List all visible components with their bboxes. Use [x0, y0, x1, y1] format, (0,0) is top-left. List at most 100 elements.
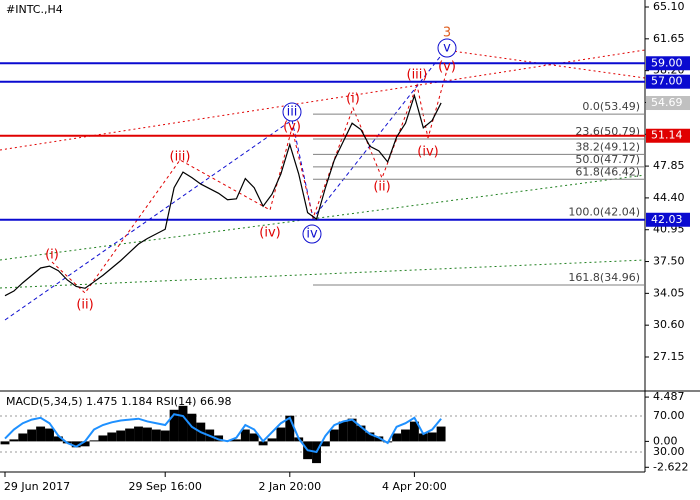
macd-bar — [178, 405, 188, 442]
macd-bar — [71, 441, 81, 448]
macd-bar — [258, 441, 268, 446]
wave-label: v — [443, 41, 451, 56]
macd-bar — [374, 436, 384, 442]
macd-bar — [89, 440, 99, 442]
macd-bar — [267, 438, 277, 442]
level-label: 59.00 — [651, 56, 683, 69]
macd-bar — [329, 429, 339, 442]
y-tick-label: 30.60 — [653, 318, 685, 331]
wave-label: (ii) — [373, 180, 390, 195]
wave-label: (v) — [438, 60, 456, 75]
wave-circle — [282, 102, 302, 122]
trend-line — [0, 49, 646, 151]
wave-label: (i) — [45, 248, 59, 263]
y-tick-label: 61.65 — [653, 32, 685, 45]
level-label: 42.03 — [651, 213, 683, 226]
macd-bar — [80, 441, 90, 447]
x-tick-label: 29 Sep 16:00 — [128, 480, 201, 493]
macd-bar — [338, 421, 348, 442]
price-tag — [646, 96, 690, 111]
y2-tick-label: 70.00 — [653, 409, 685, 422]
macd-bar — [142, 427, 152, 442]
macd-bar — [347, 418, 357, 442]
fib-label: 0.0(53.49) — [582, 100, 640, 113]
macd-bar — [125, 428, 135, 442]
macd-bar — [169, 409, 179, 442]
macd-bar — [436, 426, 446, 442]
level-label: 51.14 — [651, 129, 683, 142]
trend-line — [0, 174, 646, 261]
wave-label: 3 — [443, 26, 451, 41]
macd-bar — [134, 426, 143, 442]
level-tag — [646, 56, 690, 71]
fib-label: 50.0(47.77) — [575, 153, 640, 166]
macd-bar — [231, 439, 241, 442]
macd-bar — [27, 429, 37, 442]
y-tick-label: 47.85 — [653, 159, 685, 172]
y2-tick-label: 30.00 — [653, 445, 685, 458]
macd-bar — [116, 430, 126, 442]
fib-label: 100.0(42.04) — [568, 206, 640, 219]
y-tick-label: 0.00 — [653, 434, 678, 447]
macd-bar — [392, 433, 402, 442]
macd-bar — [365, 432, 375, 442]
macd-bar — [320, 441, 330, 447]
chart-title: #INTC.,H4 — [6, 3, 63, 16]
macd-bar — [151, 429, 161, 442]
y-tick-label: 37.50 — [653, 255, 685, 268]
macd-bar — [427, 432, 437, 442]
x-tick-label: 4 Apr 20:00 — [382, 480, 447, 493]
wave-line — [51, 69, 448, 294]
y-tick-label: -2.622 — [653, 460, 688, 473]
indicator-title: MACD(5,34,5) 1.475 1.184 RSI(14) 66.98 — [6, 395, 231, 408]
x-tick-label: 29 Jun 2017 — [4, 480, 70, 493]
macd-bar — [18, 433, 28, 442]
macd-bar — [356, 425, 366, 442]
macd-bar — [285, 415, 295, 442]
macd-bar — [9, 439, 19, 442]
level-tag — [646, 74, 690, 89]
wave-label: (ii) — [76, 298, 93, 313]
wave-label: (iii) — [170, 150, 191, 165]
fib-label: 61.8(46.42) — [575, 165, 640, 178]
macd-bar — [0, 441, 10, 445]
price-label: 54.69 — [651, 96, 683, 109]
macd-bar — [53, 436, 63, 442]
macd-bar — [240, 429, 250, 442]
wave-label: (v) — [283, 120, 301, 135]
y-tick-label: 4.487 — [653, 390, 685, 403]
macd-bar — [36, 426, 46, 442]
macd-bar — [160, 430, 170, 442]
level-label: 57.00 — [651, 75, 683, 88]
wave-circle — [437, 38, 457, 58]
wave-circle — [302, 224, 322, 244]
wave-label: iii — [287, 105, 298, 120]
wave-label: (i) — [346, 92, 360, 107]
wave-label: iv — [306, 227, 318, 242]
fib-label: 23.6(50.79) — [575, 125, 640, 138]
y-tick-label: 27.15 — [653, 350, 685, 363]
macd-bar — [45, 428, 54, 442]
level-tag — [646, 212, 690, 227]
wave-label: (iii) — [407, 68, 428, 83]
fib-label: 161.8(34.96) — [568, 271, 640, 284]
wave-label: (iv) — [417, 145, 438, 160]
wave-line — [4, 47, 448, 321]
fib-label: 38.2(49.12) — [575, 140, 640, 153]
y-tick-label: 34.05 — [653, 286, 685, 299]
y-tick-label: 44.40 — [653, 191, 685, 204]
macd-bar — [418, 433, 428, 442]
macd-bar — [98, 435, 108, 442]
rsi-line — [4, 413, 442, 454]
y-tick-label: 65.10 — [653, 0, 685, 13]
macd-bar — [401, 429, 410, 442]
macd-bar — [276, 427, 286, 442]
macd-bar — [409, 421, 419, 442]
price-line — [4, 93, 442, 297]
x-tick-label: 2 Jan 20:00 — [258, 480, 321, 493]
macd-bar — [249, 433, 259, 442]
macd-bar — [107, 432, 117, 442]
level-tag — [646, 128, 690, 143]
